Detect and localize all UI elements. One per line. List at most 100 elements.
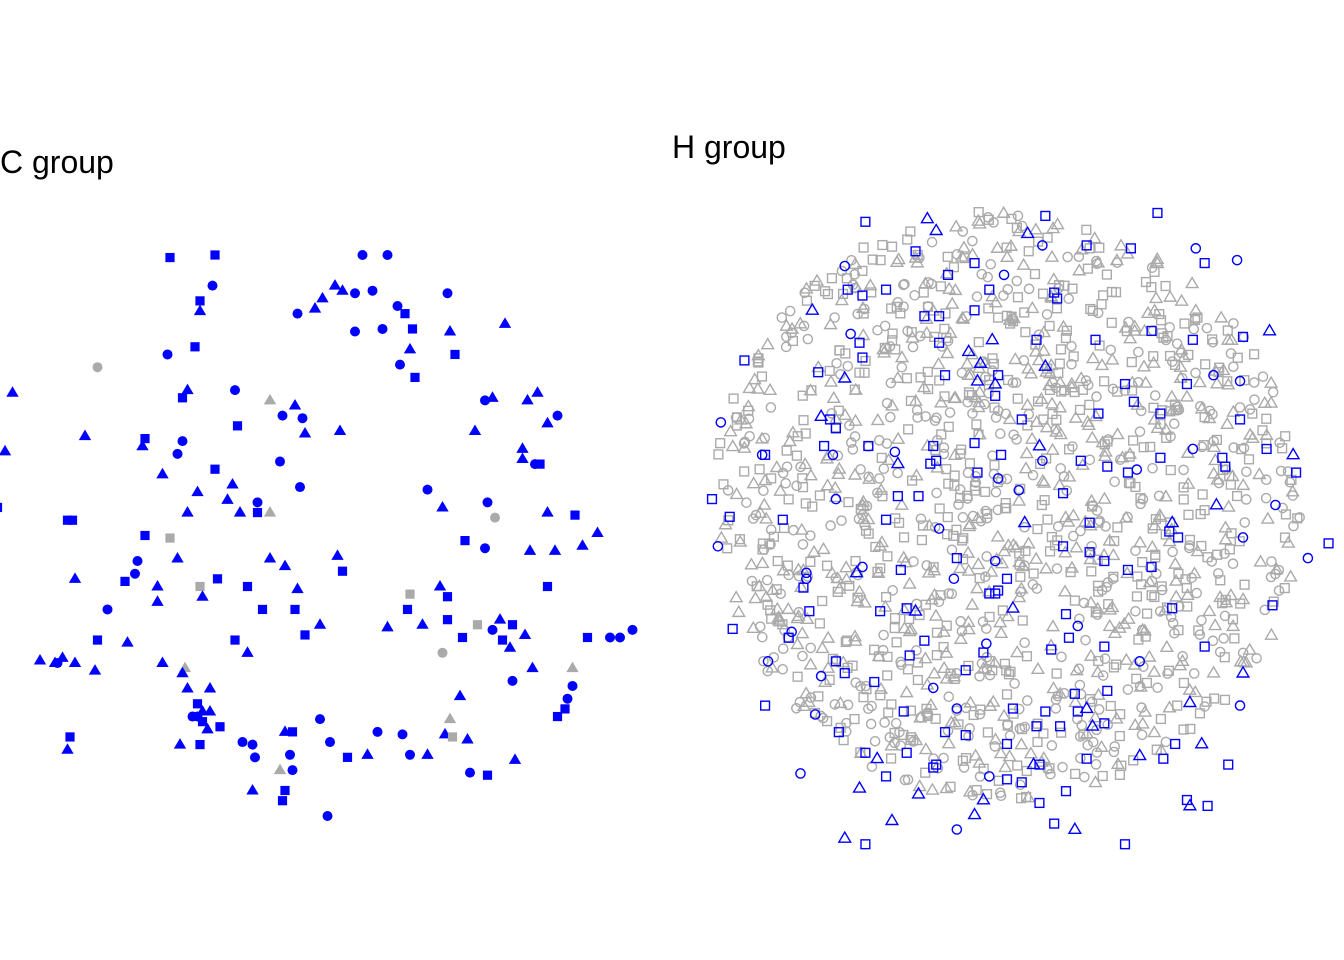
background-point — [1207, 334, 1218, 345]
background-point — [1226, 528, 1237, 539]
background-point — [1046, 740, 1058, 751]
data-point — [395, 359, 405, 370]
data-point — [1261, 443, 1272, 455]
background-point — [814, 490, 825, 501]
background-point — [1099, 653, 1111, 665]
data-point — [92, 635, 103, 645]
background-point — [1123, 477, 1135, 488]
background-point — [1240, 494, 1252, 505]
background-point — [1280, 509, 1292, 520]
background-point — [989, 459, 1000, 471]
background-point — [1140, 276, 1152, 288]
background-point — [1109, 741, 1121, 752]
data-point — [805, 302, 820, 315]
background-point — [1010, 645, 1025, 658]
background-point — [1066, 340, 1077, 352]
background-point — [934, 375, 945, 386]
data-point — [824, 414, 836, 425]
data-point — [889, 446, 901, 458]
data-point — [842, 284, 853, 295]
data-point — [0, 444, 12, 456]
data-point — [548, 544, 562, 555]
background-point — [1012, 760, 1023, 771]
background-point — [981, 623, 992, 634]
data-point — [277, 410, 288, 421]
background-point — [925, 782, 940, 795]
background-point — [841, 726, 852, 737]
background-point — [1023, 746, 1038, 759]
data-point — [1220, 461, 1231, 472]
background-point — [1122, 446, 1138, 459]
background-point — [882, 670, 893, 681]
data-point — [1031, 334, 1042, 345]
data-point — [933, 523, 945, 534]
data-point — [247, 739, 258, 750]
background-point — [729, 487, 744, 500]
background-point — [911, 598, 922, 610]
background-point — [1028, 344, 1043, 357]
background-point — [875, 255, 886, 266]
data-point — [1223, 759, 1234, 770]
background-point — [921, 560, 933, 571]
data-point — [215, 722, 225, 732]
background-point — [1228, 361, 1239, 373]
background-point — [806, 544, 822, 557]
background-point — [1218, 520, 1233, 533]
background-point — [741, 399, 756, 412]
data-point — [969, 258, 980, 269]
background-point — [976, 268, 988, 280]
background-point — [873, 681, 889, 694]
data-point — [68, 656, 82, 668]
background-point — [1173, 359, 1188, 372]
background-point — [912, 674, 923, 686]
background-point — [920, 438, 935, 451]
background-point — [1119, 385, 1131, 396]
data-point — [442, 615, 453, 625]
background-point — [999, 658, 1011, 669]
background-point — [943, 478, 954, 489]
background-point — [765, 402, 777, 413]
background-point — [1232, 352, 1243, 363]
background-point — [895, 740, 906, 751]
background-point — [758, 589, 774, 603]
background-point — [765, 524, 777, 536]
data-point — [0, 502, 3, 513]
background-point — [863, 528, 874, 539]
background-point — [967, 510, 979, 522]
data-point — [171, 551, 184, 563]
background-point — [1012, 393, 1023, 404]
data-point — [852, 780, 867, 793]
data-point — [1026, 757, 1041, 770]
background-point — [1075, 688, 1087, 700]
background-point — [1034, 458, 1046, 470]
data-point — [929, 223, 944, 236]
background-point — [1045, 619, 1061, 632]
data-point — [715, 417, 727, 428]
background-point — [863, 703, 874, 715]
background-point — [877, 239, 888, 251]
background-point — [1140, 631, 1151, 642]
data-point — [1323, 538, 1334, 549]
background-point — [908, 250, 923, 263]
background-point — [1093, 704, 1105, 715]
background-point — [780, 341, 792, 353]
background-point — [1021, 790, 1036, 803]
data-point — [984, 284, 995, 295]
background-point — [1231, 490, 1243, 502]
background-point — [1110, 756, 1126, 769]
background-point — [899, 774, 911, 786]
background-point — [1090, 759, 1102, 770]
background-point — [842, 662, 853, 673]
background-point — [1212, 549, 1223, 560]
background-point — [1102, 618, 1117, 632]
background-point — [983, 698, 998, 711]
background-point — [785, 425, 801, 438]
background-point — [897, 621, 912, 634]
background-point — [1090, 601, 1105, 614]
data-point — [1290, 467, 1302, 478]
data-point — [1001, 774, 1013, 785]
data-point — [627, 624, 638, 635]
background-point — [1094, 739, 1109, 752]
background-point — [1282, 466, 1294, 477]
data-point — [437, 647, 448, 658]
